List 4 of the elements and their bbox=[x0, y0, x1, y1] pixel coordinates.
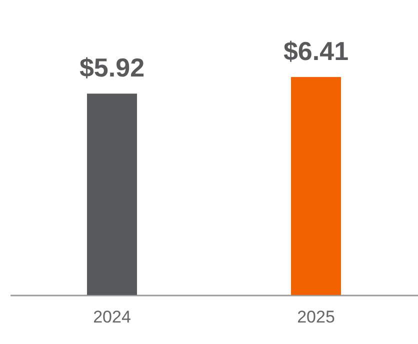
x-tick-label: 2024 bbox=[93, 308, 131, 326]
data-label: $6.41 bbox=[283, 36, 349, 66]
x-tick-label: 2025 bbox=[297, 308, 335, 326]
data-label: $5.92 bbox=[79, 52, 145, 83]
